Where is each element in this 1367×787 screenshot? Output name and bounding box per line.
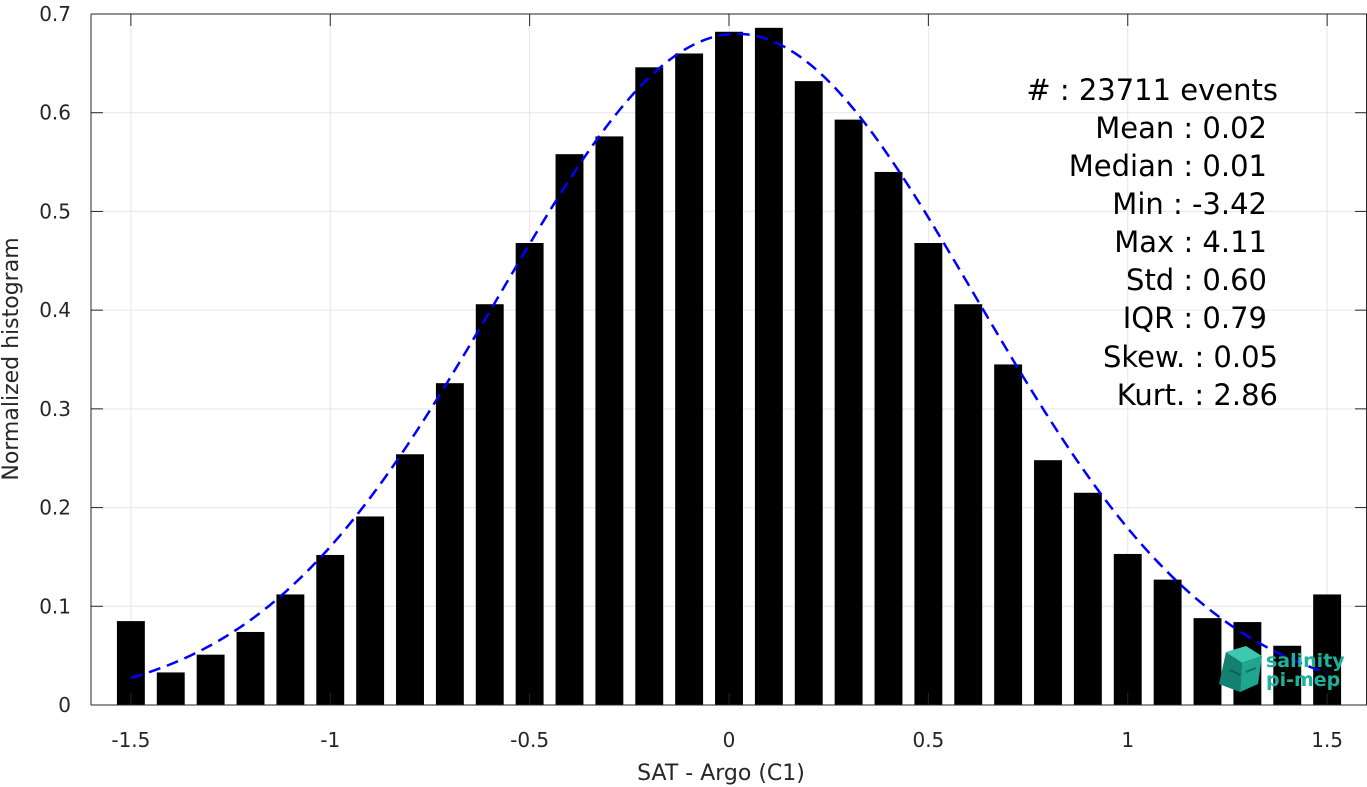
stat-kurt: Kurt. : 2.86 [1117,378,1278,412]
histogram-bar [715,31,743,706]
statistics-box: # : 23711 events Mean : 0.02 Median : 0.… [1026,73,1278,412]
histogram-bar [914,243,943,705]
histogram-bar [874,171,903,705]
x-tick-label: -1 [320,728,340,752]
y-tick-label: 0.3 [39,397,71,421]
stat-median: Median : 0.01 [1069,149,1267,183]
y-tick-label: 0 [58,693,71,717]
histogram-bar [356,516,385,705]
stat-min: Min : -3.42 [1112,187,1267,221]
histogram-bar [555,154,584,705]
histogram-bar [156,672,185,705]
histogram-bars [116,27,1342,706]
histogram-bar [196,654,225,705]
y-tick-labels: 0 0.1 0.2 0.3 0.4 0.5 0.6 0.7 [39,2,71,717]
histogram-bar [754,27,783,705]
x-tick-label: 1 [1121,728,1134,752]
y-tick-label: 0.6 [39,101,71,125]
y-tick-label: 0.2 [39,496,71,520]
x-tick-label: 0.5 [912,728,944,752]
histogram-bar [236,631,265,705]
histogram-bar [435,383,464,705]
y-tick-label: 0.4 [39,298,71,322]
y-tick-label: 0.1 [39,594,71,618]
y-axis-label: Normalized histogram [0,237,24,480]
histogram-bar [834,119,863,706]
histogram-bar [675,53,704,705]
histogram-bar [396,454,424,705]
stat-max: Max : 4.11 [1114,225,1267,259]
histogram-bar [1193,618,1222,705]
histogram-bar [116,621,145,705]
histogram-bar [595,136,624,706]
x-tick-label: 1.5 [1311,728,1343,752]
stat-skew: Skew. : 0.05 [1103,340,1278,374]
stat-iqr: IQR : 0.79 [1123,301,1267,335]
cube-logo-icon [1219,646,1262,692]
stat-count: # : 23711 events [1026,73,1278,107]
histogram-bar [1113,553,1142,705]
histogram-bar [475,304,504,705]
histogram-bar [316,554,345,705]
salinity-pi-mep-logo: salinity pi-mep [1219,646,1345,692]
histogram-bar [1073,492,1102,705]
histogram-bar [1034,460,1062,705]
x-tick-label: -1.5 [111,728,150,752]
y-tick-label: 0.5 [39,199,71,223]
histogram-bar [954,304,983,705]
normal-fit-curve [130,32,1328,680]
histogram-bar [635,67,664,705]
x-axis-label: SAT - Argo (C1) [637,761,805,786]
x-tick-label: -0.5 [510,728,549,752]
histogram-bar [1313,594,1342,705]
histogram-bar [1153,579,1182,705]
logo-line2: pi-mep [1266,669,1340,691]
stat-std: Std : 0.60 [1126,263,1267,297]
histogram-bar [276,594,305,705]
histogram-bar [515,243,544,705]
histogram-bar [1273,645,1302,705]
logo-line1: salinity [1266,650,1345,672]
y-tick-label: 0.7 [39,2,71,26]
stat-mean: Mean : 0.02 [1095,111,1267,145]
x-tick-label: 0 [723,728,736,752]
x-tick-labels: -1.5 -1 -0.5 0 0.5 1 1.5 [111,728,1343,752]
histogram-bar [794,81,823,705]
histogram-bar [994,364,1023,705]
